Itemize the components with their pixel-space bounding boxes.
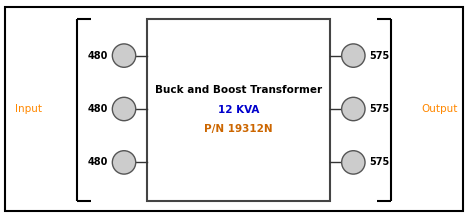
Text: 480: 480 [87, 157, 108, 167]
Text: Buck and Boost Transformer: Buck and Boost Transformer [155, 85, 322, 95]
Text: P/N 19312N: P/N 19312N [205, 124, 273, 134]
Ellipse shape [112, 97, 136, 121]
Ellipse shape [112, 44, 136, 67]
Text: Input: Input [15, 104, 42, 114]
Ellipse shape [342, 97, 365, 121]
Ellipse shape [112, 151, 136, 174]
Bar [147, 19, 330, 201]
Text: 480: 480 [87, 51, 108, 61]
Ellipse shape [342, 151, 365, 174]
Text: 575: 575 [370, 51, 390, 61]
Ellipse shape [342, 44, 365, 67]
Text: 12 KVA: 12 KVA [218, 105, 259, 114]
Text: Output: Output [422, 104, 458, 114]
Text: 575: 575 [370, 157, 390, 167]
Text: 480: 480 [87, 104, 108, 114]
Text: 575: 575 [370, 104, 390, 114]
